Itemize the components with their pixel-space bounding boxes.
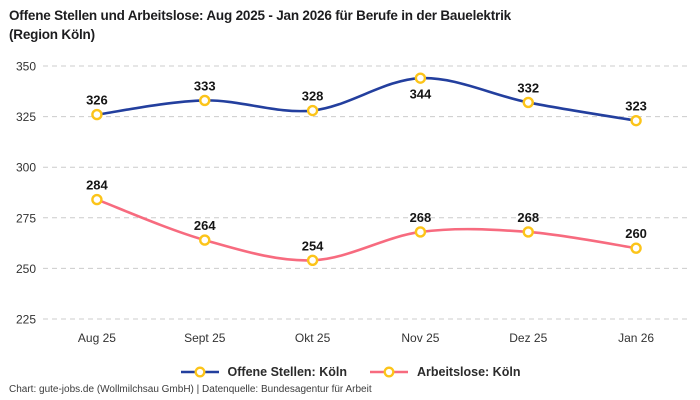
y-axis-tick-label: 350	[16, 60, 36, 74]
chart-title-line1: Offene Stellen und Arbeitslose: Aug 2025…	[9, 8, 511, 23]
legend-swatch-line-marker-icon	[369, 366, 408, 378]
y-axis-tick-label: 275	[16, 211, 36, 225]
series-line	[95, 198, 638, 262]
data-point-label: 333	[194, 78, 216, 93]
data-point-label: 284	[86, 178, 108, 193]
data-point-label: 326	[86, 93, 108, 108]
data-point-label: 332	[517, 80, 539, 95]
data-point-marker[interactable]	[630, 114, 642, 127]
data-point-label: 264	[194, 218, 216, 233]
y-axis-tick-label: 250	[16, 262, 36, 276]
data-point-marker[interactable]	[91, 193, 103, 206]
legend-item-arbeitslose[interactable]: Arbeitslose: Köln	[369, 365, 521, 379]
y-axis-tick-label: 300	[16, 161, 36, 175]
chart-credit-footer: Chart: gute-jobs.de (Wollmilchsau GmbH) …	[9, 384, 372, 395]
legend-label: Arbeitslose: Köln	[416, 365, 521, 379]
x-axis-tick-label: Okt 25	[295, 331, 331, 345]
chart-title: Offene Stellen und Arbeitslose: Aug 2025…	[9, 6, 669, 44]
x-axis-tick-label: Jan 26	[618, 331, 654, 345]
x-axis-tick-label: Nov 25	[401, 331, 439, 345]
data-point-marker[interactable]	[414, 72, 427, 84]
line-chart-plot-area: 225 250 275 300 325 350 Aug 25 Sept 25 Okt 25 Nov…	[16, 60, 690, 345]
data-point-marker[interactable]	[414, 226, 427, 238]
data-point-label: 268	[517, 210, 539, 225]
data-point-label: 260	[625, 226, 647, 241]
x-axis-tick-label: Aug 25	[78, 331, 116, 345]
data-point-label: 254	[302, 238, 324, 253]
legend-swatch-line-marker-icon	[180, 366, 219, 378]
data-point-marker[interactable]	[199, 94, 211, 107]
data-point-label: 268	[410, 210, 432, 225]
chart-title-line2: (Region Köln)	[9, 27, 95, 42]
series-line	[95, 76, 638, 122]
data-point-marker[interactable]	[630, 242, 642, 254]
y-axis-tick-label: 225	[16, 313, 36, 327]
x-axis-tick-label: Dez 25	[509, 331, 547, 345]
data-point-marker[interactable]	[522, 226, 534, 238]
data-point-marker[interactable]	[91, 108, 103, 121]
data-point-label: 328	[302, 89, 324, 104]
data-point-marker[interactable]	[306, 104, 319, 117]
y-axis-tick-label: 325	[16, 110, 36, 124]
data-point-marker[interactable]	[306, 254, 319, 267]
legend: Offene Stellen: Köln Arbeitslose: Köln	[0, 361, 700, 383]
data-point-marker[interactable]	[199, 234, 211, 246]
data-point-marker[interactable]	[522, 96, 534, 109]
data-point-label: 323	[625, 99, 647, 114]
x-axis-tick-label: Sept 25	[184, 331, 226, 345]
data-point-label: 344	[410, 87, 432, 102]
legend-label: Offene Stellen: Köln	[227, 365, 347, 379]
legend-item-offene-stellen[interactable]: Offene Stellen: Köln	[180, 365, 347, 379]
